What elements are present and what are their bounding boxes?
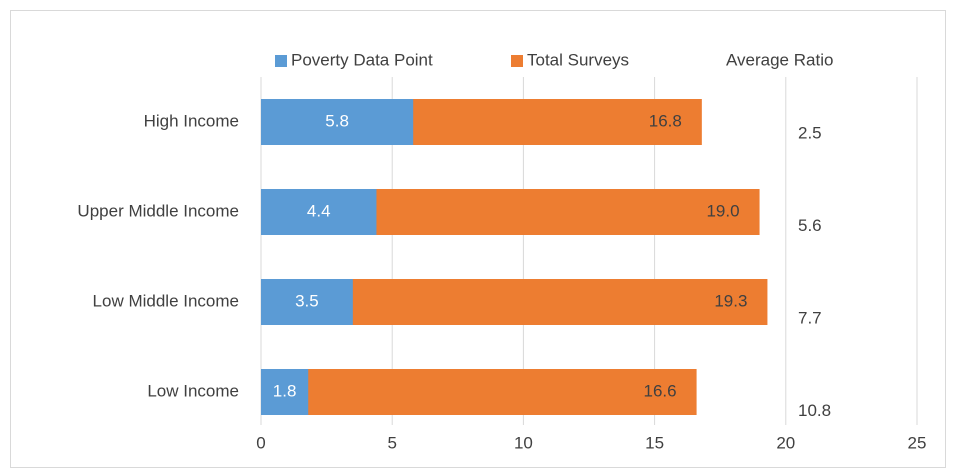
data-label: 4.4: [307, 201, 331, 220]
ratio-label: 7.7: [798, 308, 822, 327]
bar: [261, 369, 697, 415]
data-label: 3.5: [295, 291, 319, 310]
ratio-label: 2.5: [798, 123, 822, 142]
ratio-label: 5.6: [798, 216, 822, 235]
x-tick-label: 25: [908, 433, 927, 452]
bar: [261, 279, 353, 325]
legend-label: Average Ratio: [726, 50, 833, 69]
bar: [261, 189, 377, 235]
data-label: 19.0: [706, 201, 739, 220]
x-tick-label: 10: [514, 433, 533, 452]
legend-swatch: [511, 55, 523, 67]
data-label: 1.8: [273, 381, 297, 400]
x-tick-label: 0: [256, 433, 265, 452]
x-tick-label: 20: [776, 433, 795, 452]
ratio-label: 10.8: [798, 401, 831, 420]
x-tick-label: 5: [387, 433, 396, 452]
x-tick-label: 15: [645, 433, 664, 452]
y-tick-label: Low Income: [147, 381, 239, 400]
data-label: 16.6: [643, 381, 676, 400]
y-tick-label: High Income: [144, 111, 239, 130]
legend-swatch: [275, 55, 287, 67]
y-tick-label: Upper Middle Income: [77, 201, 239, 220]
legend-label: Total Surveys: [527, 50, 629, 69]
data-label: 19.3: [714, 291, 747, 310]
data-label: 16.8: [649, 111, 682, 130]
legend-label: Poverty Data Point: [291, 50, 433, 69]
bar: [261, 99, 414, 145]
y-tick-label: Low Middle Income: [93, 291, 239, 310]
data-label: 5.8: [325, 111, 349, 130]
bar: [261, 369, 309, 415]
